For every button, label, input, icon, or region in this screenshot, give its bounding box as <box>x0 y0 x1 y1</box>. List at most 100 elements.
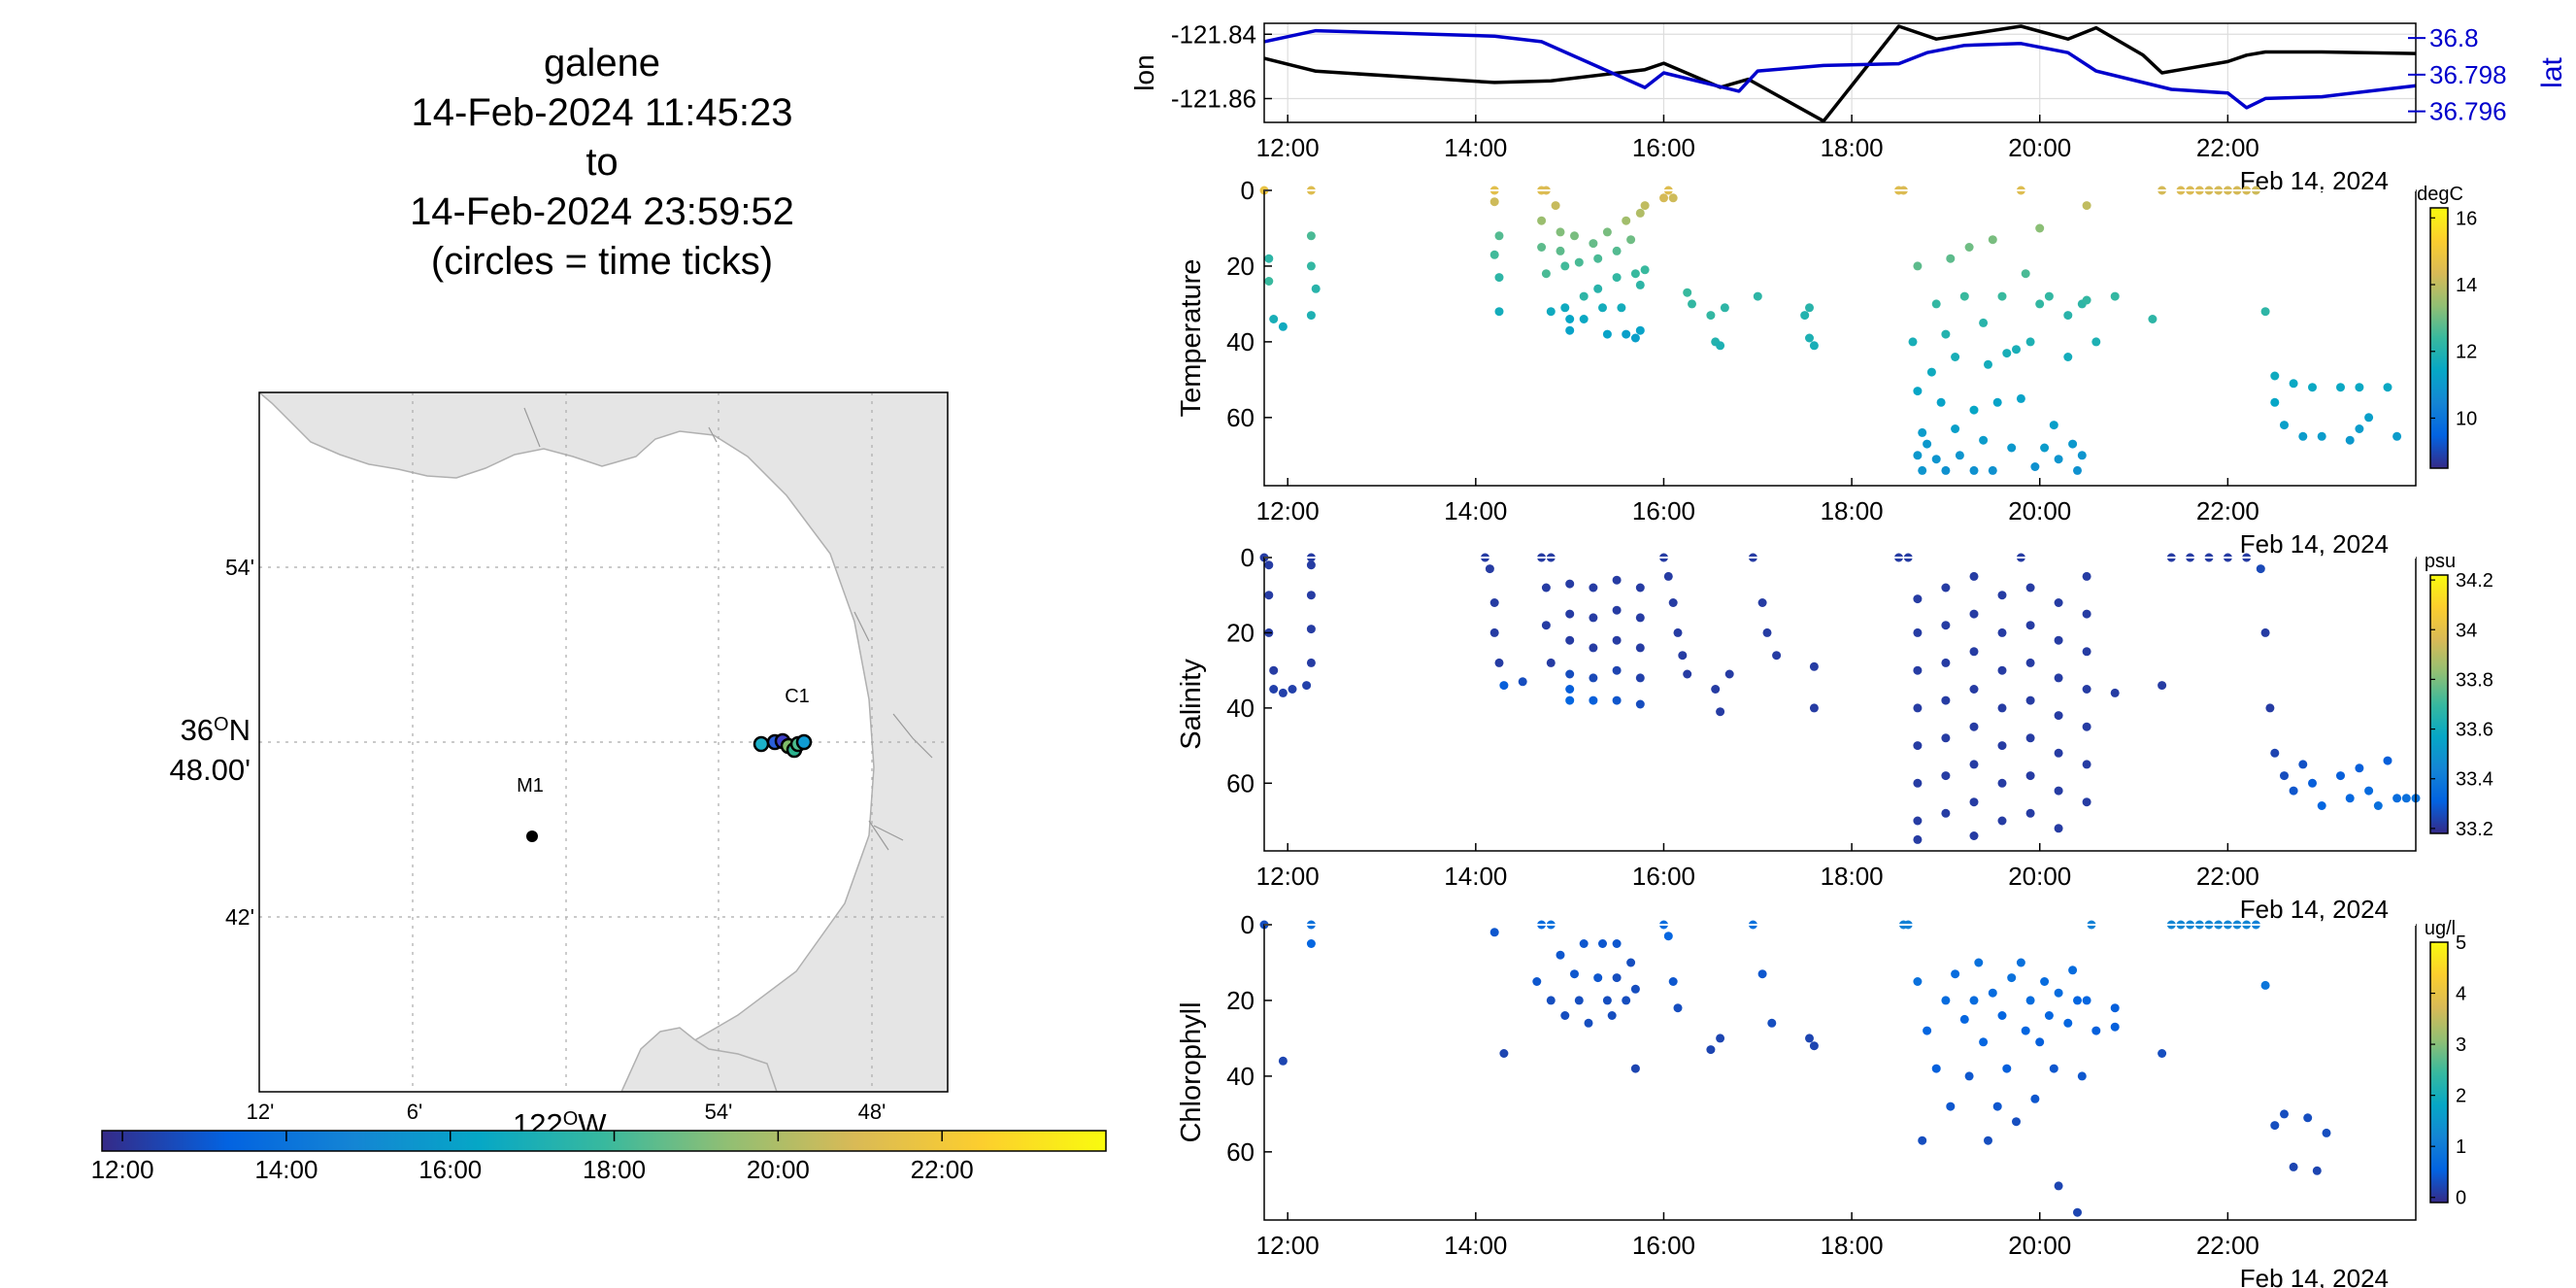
data-point <box>2030 462 2040 471</box>
data-point <box>2260 627 2270 637</box>
data-point <box>2082 760 2091 769</box>
data-point <box>1969 996 1979 1005</box>
x-tick-label: 22:00 <box>2196 1231 2259 1260</box>
colorbar-tick-label: 34.2 <box>2456 570 2493 592</box>
data-point <box>1757 598 1767 607</box>
data-point <box>1574 257 1584 267</box>
data-point <box>1941 808 1951 818</box>
data-point <box>2082 609 2091 619</box>
data-point <box>1537 243 1547 252</box>
data-point <box>1941 621 1951 630</box>
data-point <box>1264 560 1274 570</box>
data-point <box>1923 439 1932 449</box>
x-tick-label: 22:00 <box>2196 862 2259 891</box>
x-tick-label: 18:00 <box>1821 133 1884 162</box>
data-point <box>1913 816 1923 826</box>
data-point <box>2002 349 2012 358</box>
y-tick-label: 0 <box>1241 543 1255 572</box>
data-point <box>1626 958 1636 967</box>
data-point <box>2383 756 2392 765</box>
data-point <box>1565 579 1575 589</box>
data-point <box>1716 707 1725 717</box>
x-tick-label: 12:00 <box>1256 133 1320 162</box>
data-point <box>2082 797 2091 807</box>
data-point <box>2025 695 2035 705</box>
data-point <box>1913 387 1923 396</box>
data-point <box>1311 284 1321 293</box>
data-point <box>1969 465 1979 475</box>
data-point <box>2044 1011 2054 1020</box>
y-tick-label: 60 <box>1226 1137 1255 1167</box>
data-point <box>1612 635 1622 645</box>
data-point <box>1955 451 1964 460</box>
data-point <box>1997 591 2007 600</box>
data-point <box>1941 658 1951 667</box>
title-line: (circles = time ticks) <box>430 240 774 283</box>
data-point <box>1612 246 1622 255</box>
title-line: to <box>585 141 619 184</box>
title-line: 14-Feb-2024 11:45:23 <box>411 91 793 134</box>
data-point <box>1969 685 1979 694</box>
y-tick-label: 20 <box>1226 986 1255 1015</box>
colorbar-gradient <box>2429 207 2449 469</box>
colorbar-tick-label: 33.8 <box>2456 669 2493 691</box>
map-track <box>753 732 813 759</box>
data-point <box>1546 996 1556 1005</box>
track-circle <box>795 733 813 751</box>
data-point <box>1772 651 1782 661</box>
data-point <box>2373 801 2383 810</box>
data-point <box>1622 216 1631 225</box>
data-point <box>2308 383 2317 392</box>
y-tick-label: 20 <box>1226 618 1255 647</box>
data-point <box>1565 315 1575 323</box>
data-point <box>1946 254 1956 263</box>
x-tick-label: 16:00 <box>1632 496 1695 525</box>
data-point <box>1622 996 1631 1005</box>
data-point <box>2082 571 2091 581</box>
data-point <box>1941 695 1951 705</box>
data-point <box>1668 598 1678 607</box>
data-point <box>1489 250 1499 259</box>
data-point <box>1306 939 1316 948</box>
data-point <box>2021 269 2030 279</box>
data-point <box>1565 635 1575 645</box>
data-point <box>1984 1135 1992 1145</box>
y-tick-label: -121.86 <box>1171 84 1256 113</box>
data-point <box>2392 431 2402 441</box>
colorbar-tick-label: 3 <box>2456 1034 2466 1056</box>
x-tick-label: 14:00 <box>1444 496 1507 525</box>
data-point <box>1959 291 1969 301</box>
data-point <box>1673 627 1683 637</box>
data-point <box>1992 397 2002 407</box>
y-axis-label: lon <box>1129 54 1159 90</box>
data-point <box>1612 695 1622 705</box>
data-point <box>1951 424 1960 433</box>
data-point <box>1612 973 1622 983</box>
colorbar-units: ug/l <box>2425 918 2456 939</box>
data-point <box>1612 273 1622 283</box>
colorbar-tick-label: 10 <box>2456 408 2477 429</box>
data-point <box>2317 801 2326 810</box>
map-panel: C1 M1 54' 42' 36ON 48.00' 12' 6' 54' 48'… <box>170 391 949 1141</box>
y-tick-label: 0 <box>1241 910 1255 939</box>
data-point <box>2401 794 2411 803</box>
data-point <box>1593 254 1603 263</box>
lon-series-line <box>1263 24 2417 123</box>
data-point <box>2355 763 2364 773</box>
data-point <box>2007 443 2017 453</box>
x-tick-label: 22:00 <box>2196 496 2259 525</box>
data-point <box>2025 996 2035 1005</box>
colorbar-gradient <box>2429 941 2449 1203</box>
data-point <box>1913 627 1923 637</box>
station-m1-marker <box>526 830 538 842</box>
data-point <box>1622 329 1631 339</box>
data-point <box>1683 669 1692 679</box>
data-point <box>2289 1162 2298 1171</box>
data-point <box>2054 786 2063 796</box>
data-point <box>1541 269 1551 279</box>
data-point <box>1809 661 1819 671</box>
data-point <box>2035 223 2045 233</box>
data-point <box>1560 1011 1570 1020</box>
data-point <box>1612 575 1622 585</box>
colorbar-tick-label: 5 <box>2456 932 2466 954</box>
